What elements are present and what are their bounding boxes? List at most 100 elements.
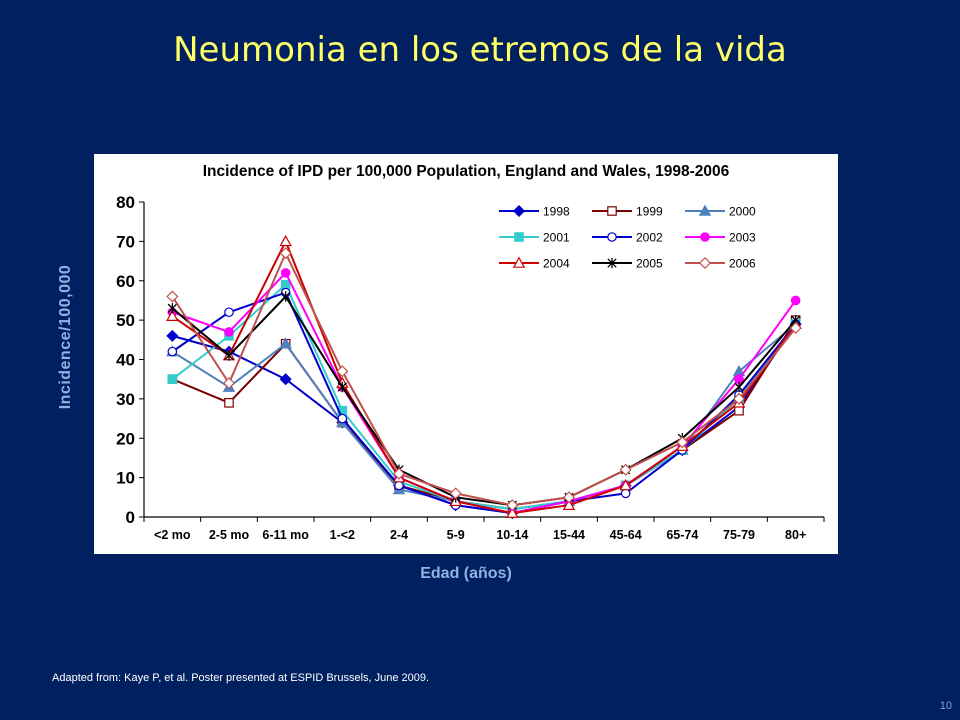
x-tick-label: 75-79 [723,528,755,542]
data-point-2006 [562,491,576,504]
legend-marker [514,232,524,242]
data-point-2005 [734,381,744,393]
x-tick-label: 65-74 [666,528,698,542]
series-line-1998 [172,323,797,515]
legend-marker [700,232,710,242]
data-point-2006 [279,247,292,260]
data-point-2006 [166,290,179,303]
data-point-1999 [734,405,744,416]
x-axis-label: Edad (años) [420,565,512,582]
data-point-2006 [222,377,236,390]
y-tick-label: 10 [116,469,135,488]
legend-marker [698,204,712,216]
x-tick-label: 1-<2 [330,528,355,542]
x-tick-label: 6-11 mo [262,528,309,542]
slide-title: Neumonia en los etremos de la vida [173,30,787,70]
series-line-2003 [172,271,797,515]
data-point-2006 [336,365,349,378]
legend-label: 2002 [636,231,663,245]
legend-item-2003: 2003 [685,231,756,245]
legend-item-2006: 2006 [685,257,756,271]
legend-item-1999: 1999 [592,205,663,219]
data-point-2005 [167,303,177,314]
legend-label: 2000 [729,205,756,219]
data-point-2002 [620,488,631,499]
data-point-2002 [224,307,234,318]
data-point-2004 [279,234,292,247]
data-point-2001 [167,374,178,384]
legend-marker [607,257,617,269]
data-point-1999 [224,398,234,408]
data-point-2006 [506,499,519,512]
data-point-2005 [337,381,347,393]
data-point-2004 [506,506,519,518]
y-tick-label: 60 [116,272,135,291]
data-point-2005 [224,350,234,361]
data-point-2003 [224,327,234,337]
series-2002 [167,287,801,518]
chart-title: Incidence of IPD per 100,000 Population,… [203,163,730,180]
data-point-2004 [619,479,632,491]
legend-label: 2003 [729,231,756,245]
series-1999 [167,315,801,514]
series-2004 [166,234,802,518]
legend-label: 1999 [636,205,663,219]
data-point-2005 [281,291,291,302]
chart-legend: 1998 1999 2000 2001 2002 2003 2004 2005 2006 [499,205,756,271]
x-tick-label: 10-14 [496,528,528,542]
chart-series [166,234,802,520]
legend-label: 2006 [729,257,756,271]
legend-item-1998: 1998 [499,205,570,219]
series-line-2002 [171,291,797,515]
legend-marker [607,206,617,216]
legend-item-2001: 2001 [499,231,570,245]
legend-label: 2004 [543,257,570,271]
x-tick-label: 80+ [785,528,806,542]
legend-item-2002: 2002 [592,231,663,245]
page-number: 10 [939,700,952,712]
x-tick-label: 45-64 [610,528,642,542]
series-2001 [167,279,801,514]
chart-panel: Incidence of IPD per 100,000 Population,… [94,154,838,554]
series-line-2000 [171,323,797,511]
legend-marker [607,232,617,242]
y-tick-label: 50 [116,311,135,330]
data-point-2006 [619,463,632,476]
y-tick-label: 70 [116,232,135,251]
data-point-2006 [732,392,746,405]
series-line-2005 [171,294,797,507]
data-point-1998 [166,329,179,342]
series-2006 [166,247,802,512]
y-axis-label: Incidence/100,000 [57,264,74,410]
line-chart: Incidence of IPD per 100,000 Population,… [116,163,825,542]
data-point-2001 [280,279,291,290]
data-point-2003 [280,268,291,278]
data-point-2006 [676,436,689,449]
x-tick-label: 15-44 [553,528,585,542]
x-tick-label: 2-4 [390,528,408,542]
x-tick-label: <2 mo [154,528,191,542]
x-tick-label: 2-5 mo [209,528,250,542]
x-tick-label: 5-9 [447,528,465,542]
y-tick-label: 20 [116,429,135,448]
legend-label: 2001 [543,231,570,245]
y-tick-label: 40 [116,351,135,370]
legend-item-2000: 2000 [685,205,756,219]
series-line-2006 [171,250,797,507]
y-tick-label: 80 [116,193,135,212]
source-footnote: Adapted from: Kaye P, et al. Poster pres… [52,672,430,684]
y-tick-label: 30 [116,390,135,409]
data-point-2002 [337,413,348,424]
legend-label: 2005 [636,257,663,271]
series-2005 [167,291,801,511]
data-point-1998 [279,373,292,386]
data-point-2000 [279,337,292,349]
legend-marker [512,256,526,268]
data-point-2006 [449,487,462,500]
chart-axes: 0 10 20 30 40 50 60 70 80 <2 mo 2-5 mo 6-11 mo 1-<2 2… [116,193,825,542]
data-point-2002 [167,346,178,357]
data-point-2006 [392,467,406,480]
legend-item-2005: 2005 [592,257,663,271]
series-line-2004 [171,238,797,515]
data-point-2003 [790,295,801,306]
